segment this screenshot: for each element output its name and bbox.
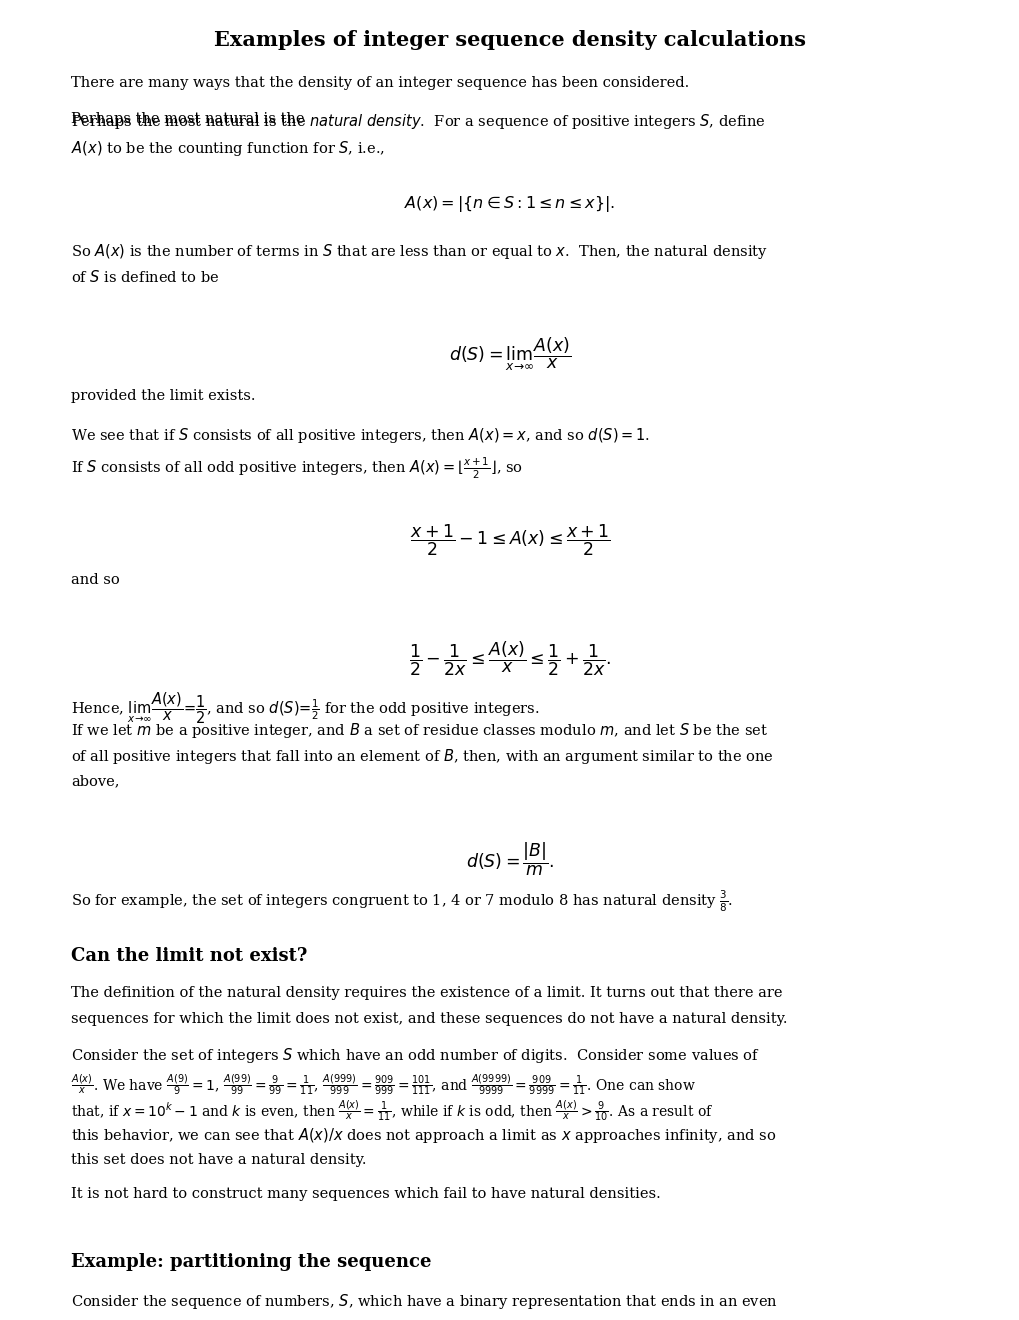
- Text: $\dfrac{x+1}{2} - 1 \leq A(x) \leq \dfrac{x+1}{2}$: $\dfrac{x+1}{2} - 1 \leq A(x) \leq \dfra…: [410, 523, 609, 558]
- Text: this behavior, we can see that $A(x)/x$ does not approach a limit as $x$ approac: this behavior, we can see that $A(x)/x$ …: [71, 1126, 775, 1144]
- Text: So $A(x)$ is the number of terms in $S$ that are less than or equal to $x$.  The: So $A(x)$ is the number of terms in $S$ …: [71, 242, 767, 261]
- Text: Perhaps the most natural is the $\mathit{natural\ density}$.  For a sequence of : Perhaps the most natural is the $\mathit…: [71, 112, 765, 132]
- Text: $\frac{A(x)}{x}$. We have $\frac{A(9)}{9} = 1$, $\frac{A(99)}{99} = \frac{9}{99}: $\frac{A(x)}{x}$. We have $\frac{A(9)}{9…: [71, 1073, 696, 1098]
- Text: If we let $m$ be a positive integer, and $B$ a set of residue classes modulo $m$: If we let $m$ be a positive integer, and…: [71, 721, 768, 741]
- Text: $\dfrac{1}{2} - \dfrac{1}{2x} \leq \dfrac{A(x)}{x} \leq \dfrac{1}{2} + \dfrac{1}: $\dfrac{1}{2} - \dfrac{1}{2x} \leq \dfra…: [409, 640, 610, 678]
- Text: that, if $x = 10^k - 1$ and $k$ is even, then $\frac{A(x)}{x} = \frac{1}{11}$, w: that, if $x = 10^k - 1$ and $k$ is even,…: [71, 1100, 713, 1125]
- Text: above,: above,: [71, 774, 120, 788]
- Text: If $S$ consists of all odd positive integers, then $A(x) = \lfloor\frac{x+1}{2}\: If $S$ consists of all odd positive inte…: [71, 455, 523, 482]
- Text: and so: and so: [71, 573, 120, 587]
- Text: Example: partitioning the sequence: Example: partitioning the sequence: [71, 1253, 431, 1271]
- Text: sequences for which the limit does not exist, and these sequences do not have a : sequences for which the limit does not e…: [71, 1012, 787, 1027]
- Text: Hence, $\lim_{x \to \infty} \dfrac{A(x)}{x} = \dfrac{1}{2}$, and so $d(S) = \fra: Hence, $\lim_{x \to \infty} \dfrac{A(x)}…: [71, 690, 539, 726]
- Text: $A(x) = |\{n \in S : 1 \leq n \leq x\}|.$: $A(x) = |\{n \in S : 1 \leq n \leq x\}|.…: [405, 194, 614, 214]
- Text: Perhaps the most natural is the natural density.: Perhaps the most natural is the natural …: [71, 112, 424, 127]
- Text: The definition of the natural density requires the existence of a limit. It turn: The definition of the natural density re…: [71, 986, 783, 999]
- Text: this set does not have a natural density.: this set does not have a natural density…: [71, 1152, 367, 1167]
- Text: It is not hard to construct many sequences which fail to have natural densities.: It is not hard to construct many sequenc…: [71, 1187, 660, 1201]
- Text: Examples of integer sequence density calculations: Examples of integer sequence density cal…: [214, 30, 805, 50]
- Text: Perhaps the most natural is the: Perhaps the most natural is the: [71, 112, 309, 127]
- Text: of all positive integers that fall into an element of $B$, then, with an argumen: of all positive integers that fall into …: [71, 747, 773, 767]
- Text: We see that if $S$ consists of all positive integers, then $A(x) = x$, and so $d: We see that if $S$ consists of all posit…: [71, 426, 650, 445]
- Text: number of zeros. This is A003159 in the OEIS, and begins $1, 3, 4, 5, 7, 9, 11, : number of zeros. This is A003159 in the …: [71, 1319, 751, 1320]
- Text: Consider the sequence of numbers, $S$, which have a binary representation that e: Consider the sequence of numbers, $S$, w…: [71, 1292, 777, 1311]
- Text: There are many ways that the density of an integer sequence has been considered.: There are many ways that the density of …: [71, 77, 689, 90]
- Text: of $S$ is defined to be: of $S$ is defined to be: [71, 268, 220, 285]
- Text: $d(S) = \lim_{x \to \infty} \dfrac{A(x)}{x}$: $d(S) = \lim_{x \to \infty} \dfrac{A(x)}…: [448, 335, 571, 372]
- Text: $d(S) = \dfrac{|B|}{m}.$: $d(S) = \dfrac{|B|}{m}.$: [466, 841, 553, 878]
- Text: Consider the set of integers $S$ which have an odd number of digits.  Consider s: Consider the set of integers $S$ which h…: [71, 1047, 759, 1065]
- Text: $A(x)$ to be the counting function for $S$, i.e.,: $A(x)$ to be the counting function for $…: [71, 139, 385, 158]
- Text: provided the limit exists.: provided the limit exists.: [71, 389, 256, 404]
- Text: So for example, the set of integers congruent to 1, 4 or 7 modulo 8 has natural : So for example, the set of integers cong…: [71, 888, 733, 915]
- Text: Can the limit not exist?: Can the limit not exist?: [71, 946, 308, 965]
